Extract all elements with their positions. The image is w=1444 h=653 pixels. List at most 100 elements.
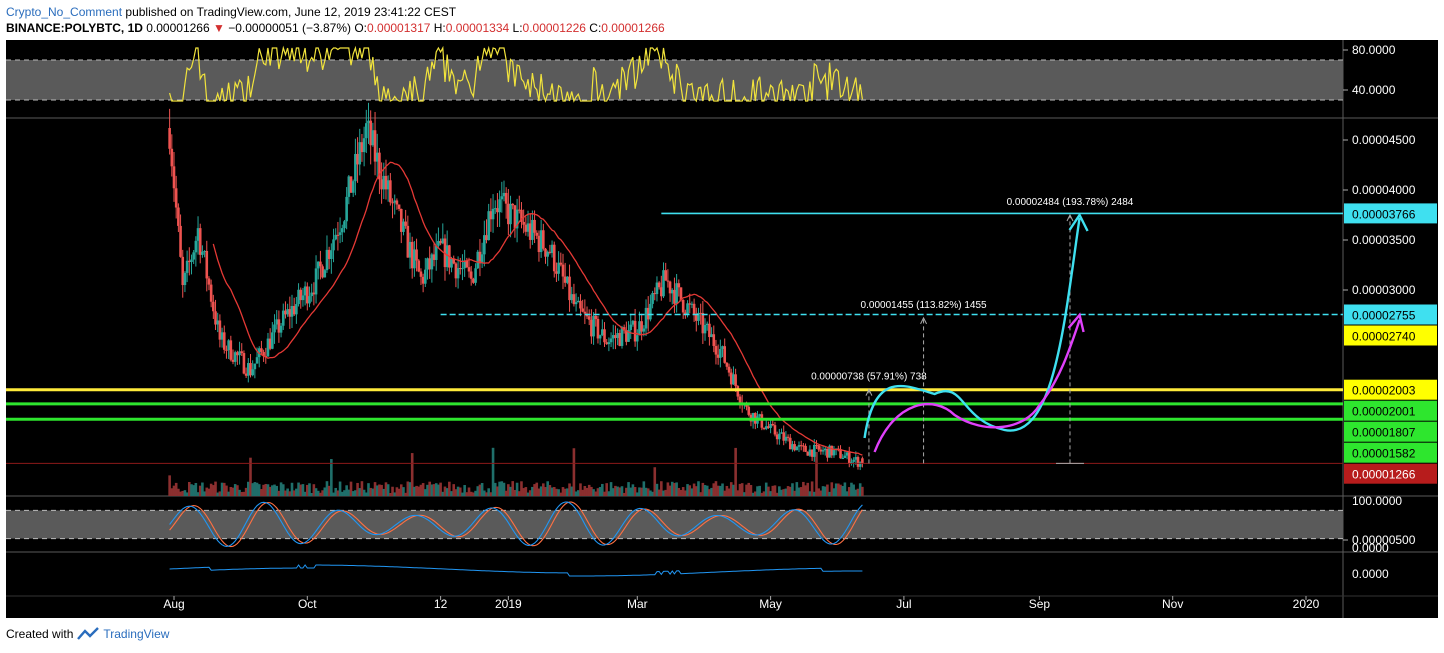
volume-bar [847, 487, 851, 496]
volume-bar [861, 486, 864, 496]
candle-body [332, 239, 335, 251]
candle-body [277, 319, 281, 333]
volume-bar [380, 484, 383, 496]
volume-bar [764, 482, 768, 496]
volume-bar [745, 484, 748, 496]
volume-bar [321, 490, 324, 496]
candle-body [793, 444, 796, 451]
volume-bar [677, 487, 681, 496]
volume-bar [242, 491, 246, 496]
candle-body [493, 208, 497, 210]
created-with-label: Created with [6, 627, 74, 641]
candle-body [813, 444, 816, 457]
candle-body [677, 283, 681, 288]
volume-bar [581, 489, 584, 496]
candle-body [496, 208, 499, 213]
price-level-tag-1 [1344, 304, 1437, 325]
volume-bar [815, 451, 818, 496]
volume-bar [605, 483, 608, 496]
volume-bar [587, 484, 591, 496]
candle-body [413, 249, 416, 269]
volume-bar [238, 489, 241, 496]
volume-bar [784, 488, 788, 496]
candle-body [732, 374, 735, 385]
candle-body [609, 338, 613, 343]
candle-body [207, 278, 211, 285]
volume-bar [255, 482, 259, 496]
volume-bar [347, 489, 351, 496]
volume-bar [513, 489, 517, 496]
volume-bar [240, 491, 244, 496]
volume-bar [769, 491, 772, 496]
candle-body [546, 251, 549, 257]
volume-bar [399, 484, 403, 496]
volume-bar [340, 491, 344, 496]
candle-body [185, 260, 189, 273]
candle-body [358, 142, 362, 165]
volume-bar [275, 485, 279, 496]
candle-body [218, 320, 222, 340]
candle-body [635, 335, 639, 342]
volume-bar [480, 482, 484, 496]
candle-body [183, 272, 187, 286]
cyan-arrowhead-icon [1068, 212, 1089, 232]
volume-bar [747, 482, 751, 496]
time-axis-label-8: Nov [1162, 597, 1183, 611]
publish-line: Crypto_No_Comment published on TradingVi… [6, 4, 665, 20]
volume-bar [496, 486, 499, 496]
volume-bar [207, 488, 211, 496]
price-level-tag-3 [1344, 379, 1437, 400]
candle-body [509, 203, 512, 225]
candle-body [380, 179, 383, 190]
candle-body [391, 202, 394, 204]
author-link[interactable]: Crypto_No_Comment [6, 5, 123, 19]
price-level-label-1: 0.00002755 [1352, 309, 1416, 323]
candle-body [434, 245, 438, 260]
candle-body [856, 457, 860, 467]
candle-body [452, 258, 456, 264]
volume-bar [644, 487, 648, 496]
volume-bar [651, 491, 654, 496]
volume-bar [732, 484, 735, 496]
candle-body [515, 209, 519, 229]
candle-body [727, 366, 731, 373]
volume-bar [841, 485, 845, 496]
candle-body [568, 276, 571, 301]
volume-bar [334, 487, 338, 496]
candle-body [841, 458, 845, 460]
volume-bar [520, 481, 523, 496]
candle-body [286, 309, 289, 315]
candle-body [767, 426, 770, 428]
candle-body [605, 342, 608, 345]
candle-body [292, 305, 296, 315]
volume-bar [845, 491, 849, 496]
candle-body [349, 176, 353, 193]
volume-bar [856, 488, 860, 496]
volume-bar [618, 487, 622, 496]
candle-body [574, 302, 578, 305]
volume-bar [782, 489, 786, 496]
volume-bar [858, 483, 862, 496]
candle-body [190, 259, 193, 263]
candle-body [625, 330, 628, 342]
candle-body [795, 446, 799, 451]
volume-bar [174, 482, 178, 496]
volume-bar [740, 483, 744, 496]
candle-body [830, 445, 834, 456]
volume-bar [244, 487, 248, 496]
volume-bar [574, 491, 578, 496]
candle-body [410, 241, 414, 269]
candle-body [465, 260, 469, 268]
candle-body [297, 289, 300, 305]
volume-bar [266, 484, 270, 496]
high-label: H: [433, 21, 446, 35]
price-chart[interactable]: 80.000040.0000100.00000.00000.00000.0000… [6, 40, 1438, 618]
volume-bar [312, 484, 316, 496]
volume-bar [452, 484, 456, 496]
candle-body [181, 256, 185, 286]
tradingview-brand[interactable]: TradingView [103, 627, 170, 641]
candle-body [397, 204, 401, 209]
volume-bar [819, 490, 823, 496]
candle-body [231, 359, 235, 362]
candle-body [507, 203, 510, 225]
